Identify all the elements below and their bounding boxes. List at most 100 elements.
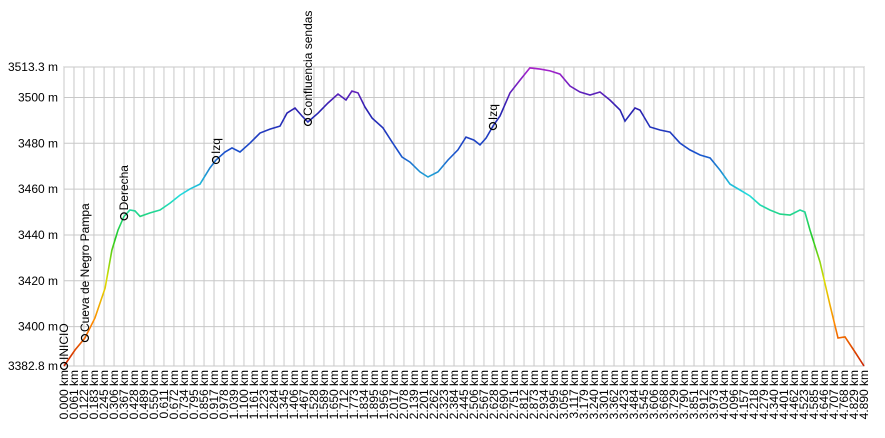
- x-tick-label: 3.056 km: [557, 370, 571, 419]
- x-tick-label: 1.895 km: [367, 370, 381, 419]
- x-tick-label: 0.245 km: [97, 370, 111, 419]
- waypoint-label: Izq: [209, 138, 223, 154]
- x-tick-label: 0.428 km: [127, 370, 141, 419]
- waypoint-label: Cueva de Negro Pampa: [78, 203, 92, 332]
- x-tick-label: 2.995 km: [547, 370, 561, 419]
- x-tick-label: 1.834 km: [357, 370, 371, 419]
- y-tick-label: 3500 m: [18, 90, 58, 104]
- x-tick-label: 2.567 km: [477, 370, 491, 419]
- x-tick-label: 3.545 km: [637, 370, 651, 419]
- x-tick-label: 2.690 km: [497, 370, 511, 419]
- x-tick-label: 4.890 km: [857, 370, 871, 419]
- y-tick-label: 3382.8 m: [8, 359, 58, 373]
- x-tick-label: 4.768 km: [837, 370, 851, 419]
- waypoint-label: Confluencia sendas: [301, 11, 315, 116]
- x-tick-label: 4.829 km: [847, 370, 861, 419]
- x-tick-label: 2.017 km: [387, 370, 401, 419]
- x-tick-label: 0.061 km: [67, 370, 81, 419]
- x-tick-label: 4.646 km: [817, 370, 831, 419]
- x-tick-label: 1.956 km: [377, 370, 391, 419]
- x-tick-label: 2.384 km: [447, 370, 461, 419]
- x-tick-label: 0.489 km: [137, 370, 151, 419]
- x-tick-label: 1.650 km: [327, 370, 341, 419]
- x-tick-label: 3.790 km: [677, 370, 691, 419]
- x-tick-label: 2.873 km: [527, 370, 541, 419]
- x-tick-label: 2.201 km: [417, 370, 431, 419]
- y-tick-label: 3400 m: [18, 320, 58, 334]
- x-tick-label: 3.423 km: [617, 370, 631, 419]
- x-tick-label: 4.157 km: [737, 370, 751, 419]
- x-tick-label: 4.462 km: [787, 370, 801, 419]
- x-tick-label: 3.179 km: [577, 370, 591, 419]
- x-tick-label: 0.367 km: [117, 370, 131, 419]
- x-tick-label: 0.122 km: [77, 370, 91, 419]
- x-tick-label: 1.589 km: [317, 370, 331, 419]
- x-tick-label: 0.550 km: [147, 370, 161, 419]
- x-tick-label: 3.851 km: [687, 370, 701, 419]
- x-tick-label: 4.218 km: [747, 370, 761, 419]
- x-tick-label: 0.672 km: [167, 370, 181, 419]
- x-tick-label: 2.445 km: [457, 370, 471, 419]
- x-tick-label: 0.183 km: [87, 370, 101, 419]
- x-tick-label: 1.773 km: [347, 370, 361, 419]
- y-tick-label: 3440 m: [18, 228, 58, 242]
- x-tick-label: 1.345 km: [277, 370, 291, 419]
- x-tick-label: 3.668 km: [657, 370, 671, 419]
- x-tick-label: 0.306 km: [107, 370, 121, 419]
- x-tick-label: 4.034 km: [717, 370, 731, 419]
- waypoint-marker: [303, 117, 313, 127]
- x-tick-label: 2.812 km: [517, 370, 531, 419]
- waypoint-label: Derecha: [117, 165, 131, 211]
- x-tick-label: 0.917 km: [207, 370, 221, 419]
- x-tick-label: 0.795 km: [187, 370, 201, 419]
- x-tick-label: 1.284 km: [267, 370, 281, 419]
- x-tick-label: 1.528 km: [307, 370, 321, 419]
- waypoint-marker: [211, 155, 221, 165]
- x-tick-label: 3.606 km: [647, 370, 661, 419]
- x-tick-label: 3.117 km: [567, 370, 581, 418]
- y-tick-label: 3480 m: [18, 136, 58, 150]
- x-tick-label: 3.729 km: [667, 370, 681, 419]
- waypoint-marker: [119, 212, 129, 221]
- waypoint-marker: [80, 333, 90, 343]
- waypoint-marker: [59, 361, 69, 371]
- x-tick-label: 4.279 km: [757, 370, 771, 419]
- y-tick-label: 3460 m: [18, 182, 58, 196]
- x-tick-label: 0.611 km: [157, 370, 171, 418]
- x-tick-label: 4.401 km: [777, 370, 791, 419]
- elevation-line: [63, 67, 865, 367]
- x-tick-label: 2.262 km: [427, 370, 441, 419]
- x-tick-label: 1.223 km: [257, 370, 271, 419]
- x-tick-label: 3.484 km: [627, 370, 641, 419]
- x-tick-label: 1.100 km: [237, 370, 251, 419]
- x-tick-label: 2.323 km: [437, 370, 451, 419]
- x-tick-label: 2.506 km: [467, 370, 481, 419]
- x-tick-label: 1.712 km: [337, 370, 351, 419]
- x-tick-label: 3.973 km: [707, 370, 721, 419]
- x-tick-label: 4.096 km: [727, 370, 741, 419]
- x-tick-label: 4.340 km: [767, 370, 781, 419]
- x-tick-label: 3.240 km: [587, 370, 601, 419]
- waypoint-marker: [488, 122, 498, 131]
- x-tick-label: 1.467 km: [297, 370, 311, 419]
- x-tick-label: 2.139 km: [407, 370, 421, 419]
- y-tick-label: 3420 m: [18, 274, 58, 288]
- x-tick-label: 3.912 km: [697, 370, 711, 419]
- x-tick-label: 2.078 km: [397, 370, 411, 419]
- waypoint-label: Izq: [486, 104, 500, 120]
- waypoint-label: INICIO: [57, 323, 71, 360]
- y-tick-label: 3513.3 m: [8, 60, 58, 74]
- x-tick-label: 4.707 km: [827, 370, 841, 419]
- x-tick-label: 3.301 km: [597, 370, 611, 419]
- x-tick-label: 0.000 km: [57, 370, 71, 419]
- x-tick-label: 0.734 km: [177, 370, 191, 419]
- x-tick-label: 0.856 km: [197, 370, 211, 419]
- x-tick-label: 2.934 km: [537, 370, 551, 419]
- x-tick-label: 2.751 km: [507, 370, 521, 419]
- x-tick-label: 0.978 km: [217, 370, 231, 419]
- x-tick-label: 4.585 km: [807, 370, 821, 419]
- x-tick-label: 3.362 km: [607, 370, 621, 419]
- x-tick-label: 1.406 km: [287, 370, 301, 419]
- x-tick-label: 1.039 km: [227, 370, 241, 419]
